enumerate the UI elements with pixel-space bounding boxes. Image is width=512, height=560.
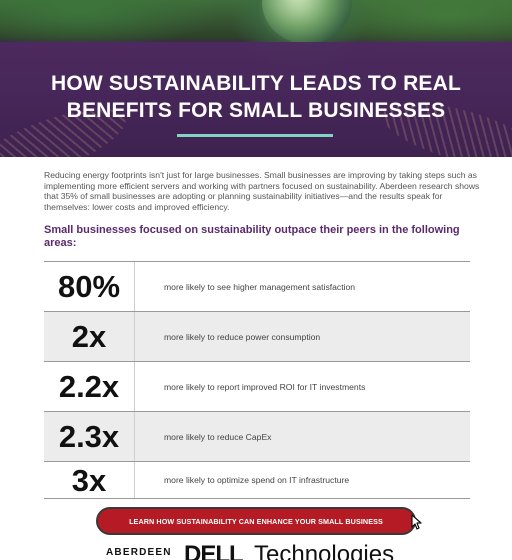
stat-description: more likely to see higher management sat… — [164, 281, 356, 292]
stats-table: 80% more likely to see higher management… — [44, 261, 470, 499]
section-heading: Small businesses focused on sustainabili… — [44, 224, 460, 249]
stat-description: more likely to reduce CapEx — [164, 431, 272, 442]
stat-description: more likely to report improved ROI for I… — [164, 381, 366, 392]
learn-how-button-label: LEARN HOW SUSTAINABILITY CAN ENHANCE YOU… — [129, 516, 383, 526]
stat-value: 2.2x — [44, 362, 135, 411]
stat-description: more likely to reduce power consumption — [164, 331, 321, 342]
page-title: HOW SUSTAINABILITY LEADS TO REAL BENEFIT… — [0, 70, 512, 124]
stat-description: more likely to optimize spend on IT infr… — [164, 475, 350, 485]
title-line-2: BENEFITS FOR SMALL BUSINESSES — [66, 99, 446, 122]
pointer-cursor-icon — [411, 514, 422, 530]
stat-row: 80% more likely to see higher management… — [44, 261, 470, 311]
technologies-logo-text: Technologies — [254, 541, 395, 560]
stat-row: 2.3x more likely to reduce CapEx — [44, 411, 470, 461]
dell-logo: DELL — [184, 541, 244, 560]
stat-value: 2.3x — [44, 412, 135, 461]
stat-value: 3x — [44, 462, 135, 498]
hero-purple-band — [0, 42, 512, 157]
stat-row: 3x more likely to optimize spend on IT i… — [44, 461, 470, 499]
aberdeen-logo: ABERDEEN — [106, 547, 172, 558]
learn-how-button[interactable]: LEARN HOW SUSTAINABILITY CAN ENHANCE YOU… — [96, 507, 416, 535]
stat-value: 2x — [44, 312, 135, 361]
globe-image — [262, 0, 352, 44]
title-underline — [177, 134, 333, 137]
stat-value: 80% — [44, 262, 135, 311]
stat-row: 2.2x more likely to report improved ROI … — [44, 361, 470, 411]
intro-paragraph: Reducing energy footprints isn't just fo… — [44, 170, 480, 212]
hero-banner: HOW SUSTAINABILITY LEADS TO REAL BENEFIT… — [0, 0, 512, 157]
title-line-1: HOW SUSTAINABILITY LEADS TO REAL — [50, 72, 462, 95]
stat-row: 2x more likely to reduce power consumpti… — [44, 311, 470, 361]
